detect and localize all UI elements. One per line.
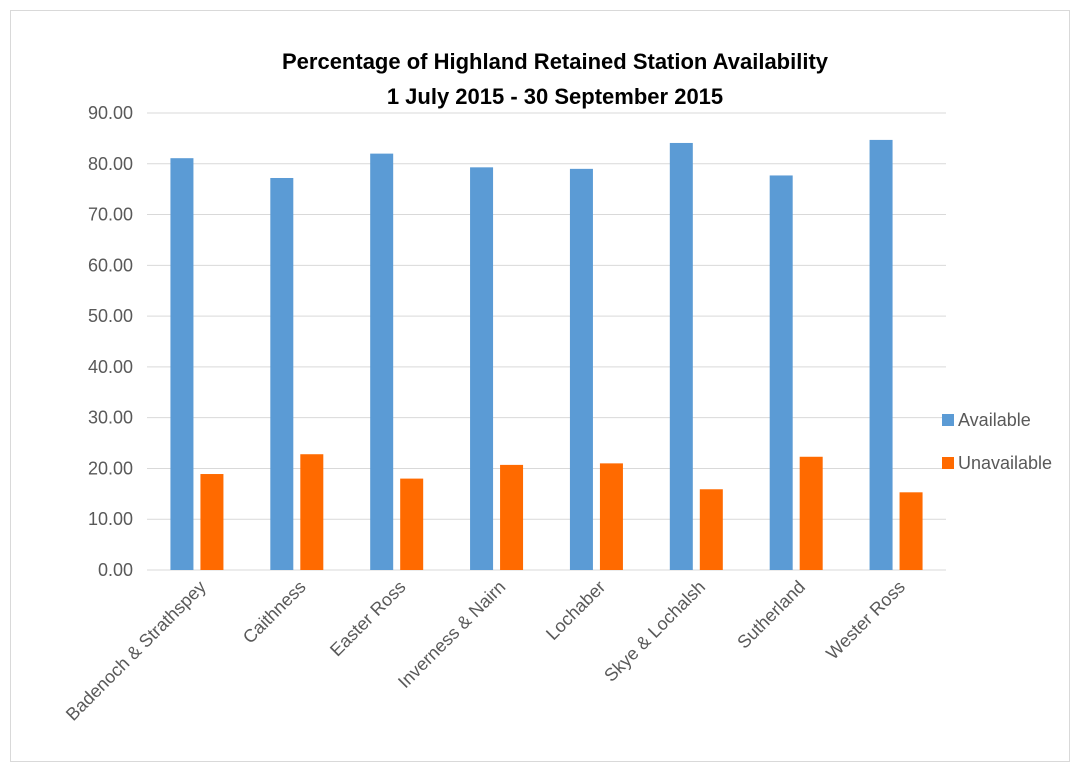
bar-unavailable-6 <box>799 456 823 570</box>
x-tick-label: Lochaber <box>542 577 609 644</box>
legend: Available Unavailable <box>942 410 1052 473</box>
bar-available-6 <box>769 175 793 570</box>
x-tick-label: Skye & Lochalsh <box>600 577 709 686</box>
y-tick-label: 20.00 <box>88 458 133 478</box>
y-tick-label: 70.00 <box>88 205 133 225</box>
gridlines <box>147 112 946 571</box>
y-tick-label: 90.00 <box>88 103 133 123</box>
bar-available-7 <box>869 139 893 570</box>
y-tick-label: 30.00 <box>88 408 133 428</box>
bar-available-5 <box>669 142 693 570</box>
bars <box>170 139 923 571</box>
y-tick-label: 10.00 <box>88 509 133 529</box>
bar-available-3 <box>470 167 494 571</box>
bar-unavailable-1 <box>300 454 324 570</box>
chart-svg: Percentage of Highland Retained Station … <box>62 49 1052 725</box>
legend-label-available: Available <box>958 410 1031 430</box>
y-tick-label: 50.00 <box>88 306 133 326</box>
x-tick-label: Inverness & Nairn <box>394 577 509 692</box>
y-tick-label: 80.00 <box>88 154 133 174</box>
x-tick-label: Sutherland <box>733 577 809 653</box>
bar-unavailable-3 <box>500 464 524 570</box>
x-axis-ticks: Badenoch & Strathspey Caithness Easter Ros… <box>62 577 909 725</box>
bar-unavailable-2 <box>400 478 424 570</box>
bar-unavailable-0 <box>200 474 224 570</box>
x-tick-label: Easter Ross <box>326 577 409 660</box>
chart-subtitle: 1 July 2015 - 30 September 2015 <box>387 84 723 109</box>
y-tick-label: 0.00 <box>98 560 133 580</box>
bar-available-4 <box>569 168 593 570</box>
x-tick-label: Badenoch & Strathspey <box>62 577 210 725</box>
y-tick-label: 40.00 <box>88 357 133 377</box>
legend-swatch-available <box>942 414 954 426</box>
bar-unavailable-5 <box>699 489 723 570</box>
bar-available-0 <box>170 158 194 571</box>
legend-swatch-unavailable <box>942 457 954 469</box>
y-axis-ticks: 0.00 10.00 20.00 30.00 40.00 50.00 60.00 70.00 8… <box>88 103 133 580</box>
chart-title: Percentage of Highland Retained Station … <box>282 49 829 74</box>
x-tick-label: Wester Ross <box>822 577 909 664</box>
legend-label-unavailable: Unavailable <box>958 453 1052 473</box>
bar-available-2 <box>370 153 394 570</box>
y-tick-label: 60.00 <box>88 255 133 275</box>
bar-unavailable-7 <box>899 492 923 570</box>
x-tick-label: Caithness <box>239 577 310 648</box>
chart-area: Percentage of Highland Retained Station … <box>10 10 1070 762</box>
bar-unavailable-4 <box>599 463 623 570</box>
bar-available-1 <box>270 177 294 571</box>
